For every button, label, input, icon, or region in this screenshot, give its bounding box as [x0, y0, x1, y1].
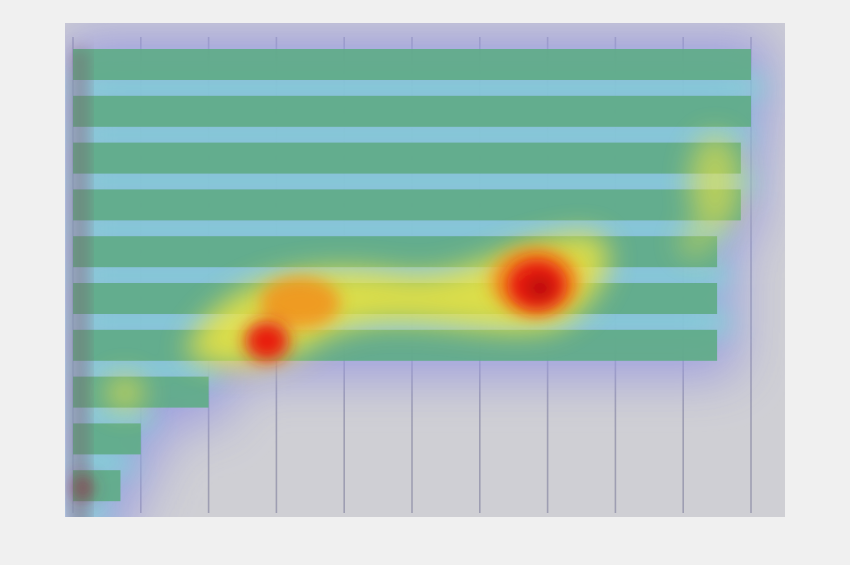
bar	[73, 95, 751, 127]
bar	[73, 329, 718, 361]
heat-region	[690, 133, 740, 233]
chart-panel	[65, 23, 785, 517]
bar	[73, 189, 741, 221]
bar-edge-shade	[73, 49, 87, 517]
heat-peak	[526, 276, 554, 300]
bars	[73, 49, 751, 517]
heatmap-overlay	[73, 133, 740, 500]
heat-region	[107, 375, 143, 411]
heat-peak	[73, 476, 93, 500]
bar	[73, 49, 751, 80]
heat-peak	[245, 321, 289, 361]
heat-region	[260, 277, 340, 329]
bar-chart	[65, 35, 771, 517]
bar	[73, 142, 741, 174]
heat-region	[679, 229, 711, 257]
bar	[73, 236, 718, 268]
